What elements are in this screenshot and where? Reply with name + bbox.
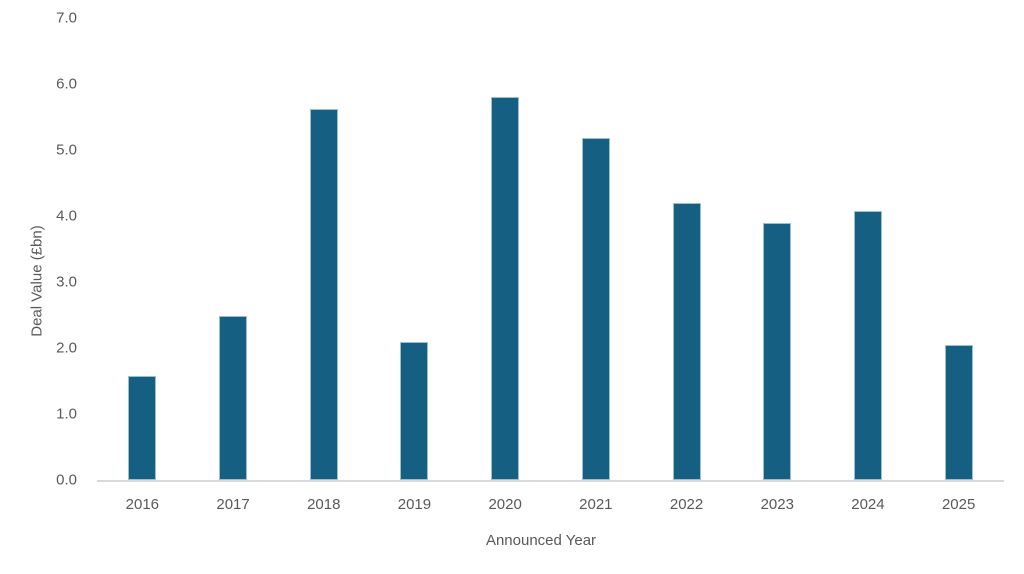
x-tick-label: 2023 <box>760 496 794 513</box>
x-tick-label: 2018 <box>307 496 341 513</box>
x-tick-label: 2024 <box>851 496 885 513</box>
y-tick-label: 0.0 <box>56 471 77 489</box>
x-axis-title: Announced Year <box>485 532 597 549</box>
bar-2018 <box>309 109 338 480</box>
y-tick-label: 7.0 <box>56 9 77 27</box>
x-tick-label: 2021 <box>579 496 613 513</box>
x-tick-label: 2017 <box>216 496 250 513</box>
x-tick-label: 2016 <box>125 496 160 513</box>
bar-2016 <box>128 376 157 480</box>
x-tick-label: 2019 <box>397 496 432 513</box>
bar-2024 <box>853 210 882 480</box>
plot-area <box>97 18 1004 482</box>
bar-2017 <box>219 316 248 480</box>
x-tick-label: 2022 <box>669 496 704 513</box>
x-tick-label: 2025 <box>941 496 976 513</box>
bar-2019 <box>400 342 429 480</box>
y-tick-label: 4.0 <box>56 207 77 225</box>
bar-2020 <box>491 97 520 480</box>
bar-2021 <box>581 138 610 480</box>
x-axis-line <box>97 480 1004 482</box>
x-tick-label: 2020 <box>488 496 522 513</box>
y-tick-label: 5.0 <box>56 141 77 159</box>
y-tick-label: 2.0 <box>56 339 77 357</box>
bar-2022 <box>672 202 701 480</box>
bar-2025 <box>944 345 973 480</box>
y-tick-label: 3.0 <box>56 273 77 291</box>
y-tick-label: 6.0 <box>56 75 77 93</box>
bar-2023 <box>763 223 792 480</box>
y-tick-label: 1.0 <box>56 405 77 423</box>
